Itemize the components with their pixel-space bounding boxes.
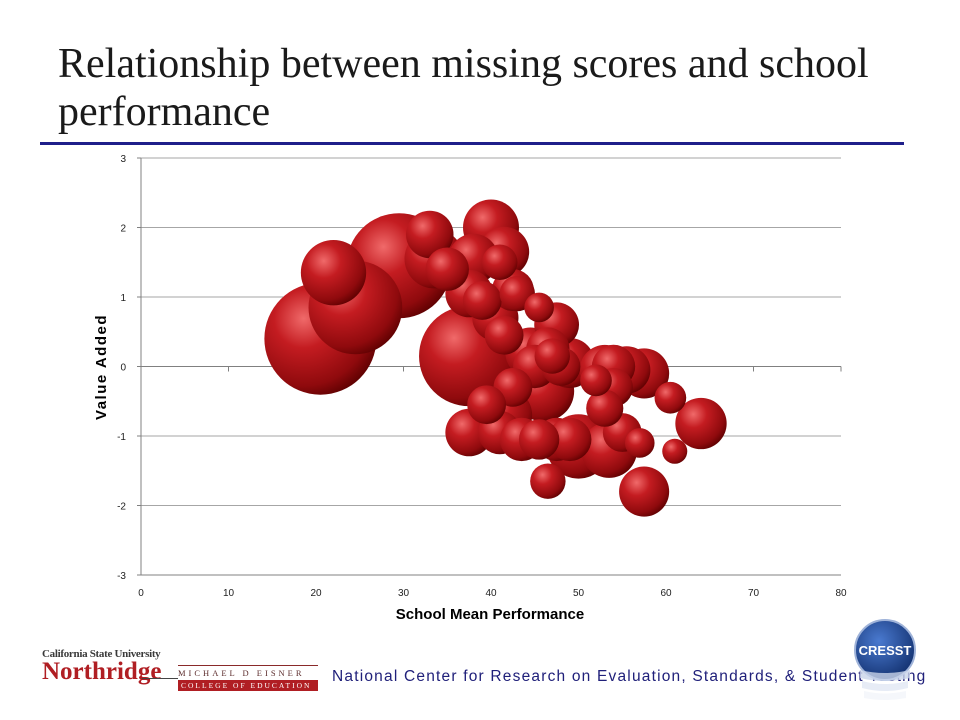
cresst-logo-text: CRESST: [859, 643, 912, 658]
x-tick-label: 60: [660, 588, 672, 599]
bubble: [534, 338, 570, 374]
x-axis-label: School Mean Performance: [396, 606, 584, 623]
eisner-logo: MICHAEL D EISNER COLLEGE OF EDUCATION: [178, 665, 318, 691]
bubble: [530, 463, 566, 499]
eisner-name: MICHAEL D EISNER: [178, 665, 318, 678]
eisner-college: COLLEGE OF EDUCATION: [178, 680, 318, 691]
logo-connector-line: [142, 678, 178, 679]
csun-logo: California State University Northridge: [42, 648, 161, 684]
y-tick-label: 1: [120, 293, 126, 304]
x-tick-label: 50: [573, 588, 585, 599]
y-tick-label: -2: [117, 502, 126, 513]
y-tick-label: -1: [117, 432, 126, 443]
bubble: [518, 419, 560, 460]
bubble: [484, 315, 524, 355]
y-tick-label: 2: [120, 224, 126, 235]
y-axis-label: Value Added: [93, 314, 110, 420]
x-tick-label: 0: [138, 588, 144, 599]
title-rule: [40, 142, 904, 145]
bubble: [662, 438, 688, 464]
x-tick-label: 10: [223, 588, 235, 599]
bubble: [624, 428, 655, 458]
bubble: [580, 364, 612, 397]
bubble: [462, 281, 502, 320]
bubble: [548, 417, 592, 462]
bubble: [619, 466, 670, 517]
bubble: [467, 385, 507, 425]
center-name: National Center for Research on Evaluati…: [332, 668, 927, 685]
bubble: [300, 240, 367, 306]
bubble-series: [264, 199, 727, 517]
bubble: [524, 292, 554, 323]
bubble: [675, 397, 727, 450]
x-tick-label: 30: [398, 588, 410, 599]
bubble: [654, 381, 687, 414]
csun-main-text: Northridge: [42, 658, 162, 685]
y-tick-label: 0: [120, 363, 126, 374]
y-tick-label: 3: [120, 154, 126, 165]
x-tick-label: 70: [748, 588, 760, 599]
x-tick-label: 80: [835, 588, 847, 599]
bubble: [482, 244, 518, 280]
y-tick-label: -3: [117, 571, 126, 582]
csun-top-text: California State University: [42, 648, 161, 660]
bubble: [586, 389, 624, 427]
x-tick-label: 40: [485, 588, 497, 599]
x-tick-label: 20: [310, 588, 322, 599]
slide-title: Relationship between missing scores and …: [58, 41, 869, 135]
cresst-logo: CRESST: [854, 619, 916, 700]
bubble: [405, 210, 454, 259]
bubble: [425, 247, 469, 291]
footer: California State University Northridge M…: [0, 619, 960, 720]
